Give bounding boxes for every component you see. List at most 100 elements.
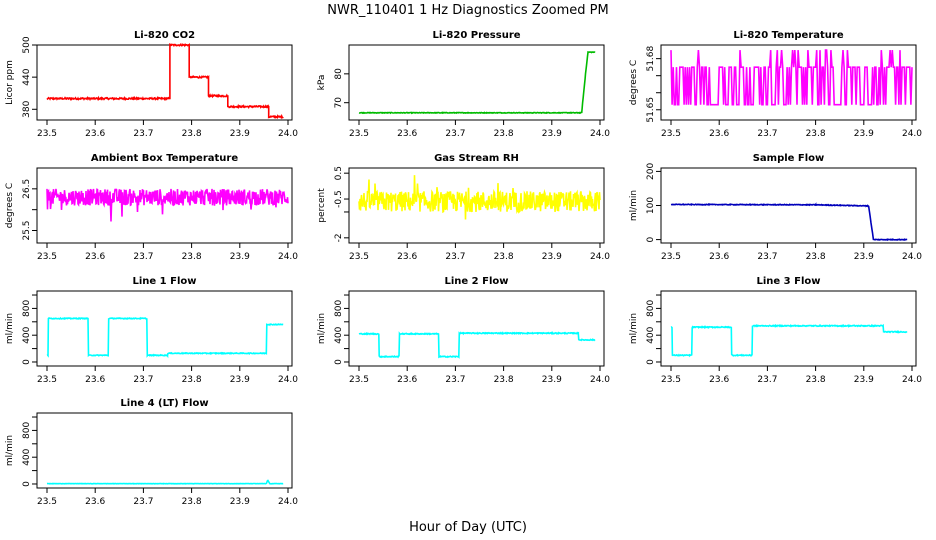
- x-tick-label: 23.9: [542, 129, 562, 139]
- x-tick-label: 23.5: [37, 252, 57, 262]
- x-tick-label: 24.0: [278, 497, 298, 507]
- y-axis-label: ml/min: [629, 190, 639, 221]
- x-tick-label: 24.0: [278, 375, 298, 385]
- plot-frame: [36, 44, 293, 121]
- panel-title: Line 3 Flow: [757, 276, 821, 287]
- y-axis-label: Licor ppm: [5, 60, 15, 105]
- x-tick-label: 24.0: [590, 252, 610, 262]
- series-line: [670, 323, 908, 358]
- series-line: [46, 479, 284, 485]
- x-tick-label: 23.9: [230, 375, 250, 385]
- panel-title: Ambient Box Temperature: [91, 153, 238, 164]
- y-axis-label: ml/min: [317, 313, 327, 344]
- x-tick-label: 23.7: [445, 252, 465, 262]
- x-tick-label: 23.6: [85, 375, 105, 385]
- y-tick-label: 0: [334, 359, 344, 365]
- y-tick-label: 70: [334, 97, 344, 109]
- x-tick-label: 23.6: [85, 497, 105, 507]
- plot-frame: [36, 290, 293, 367]
- panel-7: Line 2 Flow ml/min 23.5 23.6 23.7 23.8 23.9 24.…: [317, 276, 610, 385]
- y-tick-label: 400: [22, 448, 32, 465]
- x-tick-label: 23.7: [445, 129, 465, 139]
- panel-title: Line 4 (LT) Flow: [120, 398, 208, 409]
- panel-5: Sample Flow ml/min 23.5 23.6 23.7 23.8 23.9 24.…: [629, 153, 922, 262]
- x-tick-label: 24.0: [902, 252, 922, 262]
- y-tick-label: 800: [646, 300, 656, 317]
- x-tick-label: 23.5: [349, 129, 369, 139]
- y-tick-label: 800: [334, 300, 344, 317]
- plot-frame: [36, 167, 293, 244]
- panel-6: Line 1 Flow ml/min 23.5 23.6 23.7 23.8 23.9 24.…: [5, 276, 298, 385]
- series-line: [358, 331, 596, 359]
- y-tick-label: 800: [22, 422, 32, 439]
- x-tick-label: 23.8: [806, 375, 826, 385]
- x-tick-label: 23.9: [542, 375, 562, 385]
- x-tick-label: 23.5: [349, 252, 369, 262]
- y-axis-label: ml/min: [629, 313, 639, 344]
- x-tick-label: 23.6: [85, 129, 105, 139]
- y-tick-label: 400: [22, 326, 32, 343]
- x-tick-label: 23.7: [757, 252, 777, 262]
- panel-title: Line 2 Flow: [445, 276, 509, 287]
- panel-4: Gas Stream RH percent 23.5 23.6 23.7 23.8 23.9…: [317, 153, 610, 262]
- y-axis-label: ml/min: [5, 435, 15, 466]
- series-line: [358, 175, 601, 220]
- x-tick-label: 23.6: [709, 252, 729, 262]
- y-tick-label: 51.68: [646, 45, 656, 71]
- plot-frame: [348, 290, 605, 367]
- x-tick-label: 23.7: [133, 375, 153, 385]
- y-tick-label: 0.5: [334, 166, 344, 180]
- panel-3: Ambient Box Temperature degrees C 23.5 23.6…: [5, 153, 298, 262]
- x-tick-label: 23.8: [182, 252, 202, 262]
- x-tick-label: 23.7: [133, 129, 153, 139]
- x-tick-label: 23.5: [661, 129, 681, 139]
- plot-frame: [348, 44, 605, 121]
- x-tick-label: 24.0: [278, 129, 298, 139]
- x-tick-label: 23.5: [37, 129, 57, 139]
- x-tick-label: 23.8: [494, 129, 514, 139]
- x-tick-label: 23.8: [182, 129, 202, 139]
- x-tick-label: 23.8: [182, 375, 202, 385]
- x-tick-label: 24.0: [590, 375, 610, 385]
- plot-frame: [660, 290, 917, 367]
- series-line: [46, 316, 284, 359]
- panel-title: Gas Stream RH: [434, 153, 519, 164]
- y-tick-label: 0: [646, 359, 656, 365]
- series-line: [46, 188, 289, 222]
- x-tick-label: 23.9: [542, 252, 562, 262]
- series-line: [46, 42, 284, 120]
- x-tick-label: 23.6: [397, 129, 417, 139]
- panel-title: Li-820 Temperature: [733, 30, 843, 41]
- y-tick-label: 0: [22, 481, 32, 487]
- y-tick-label: 80: [334, 68, 344, 80]
- x-tick-label: 23.5: [661, 375, 681, 385]
- y-tick-label: 51.65: [646, 97, 656, 123]
- x-tick-label: 23.6: [397, 375, 417, 385]
- y-tick-label: 440: [22, 68, 32, 85]
- y-tick-label: 400: [646, 326, 656, 343]
- y-axis-label: ml/min: [5, 313, 15, 344]
- plot-frame: [36, 412, 293, 489]
- x-tick-label: 23.8: [494, 375, 514, 385]
- x-tick-label: 23.7: [133, 497, 153, 507]
- y-tick-label: 200: [646, 163, 656, 180]
- x-tick-label: 23.9: [854, 252, 874, 262]
- x-tick-label: 24.0: [902, 375, 922, 385]
- panel-title: Sample Flow: [753, 153, 825, 164]
- x-tick-label: 23.5: [661, 252, 681, 262]
- y-tick-label: 25.5: [22, 220, 32, 240]
- panel-9: Line 4 (LT) Flow ml/min 23.5 23.6 23.7 23.8 23…: [5, 398, 298, 507]
- y-tick-label: 400: [334, 326, 344, 343]
- x-axis-label: Hour of Day (UTC): [409, 520, 527, 535]
- panel-8: Line 3 Flow ml/min 23.5 23.6 23.7 23.8 23.9 24.…: [629, 276, 922, 385]
- y-tick-label: -0.5: [334, 190, 344, 208]
- y-tick-label: -2: [334, 233, 344, 242]
- plot-frame: [348, 167, 605, 244]
- x-tick-label: 23.6: [709, 129, 729, 139]
- panel-title: Li-820 CO2: [134, 30, 195, 41]
- y-axis-label: degrees C: [629, 60, 639, 105]
- x-tick-label: 23.6: [397, 252, 417, 262]
- x-tick-label: 23.8: [806, 129, 826, 139]
- panel-1: Li-820 Pressure kPa 23.5 23.6 23.7 23.8 23.9 24…: [317, 30, 610, 139]
